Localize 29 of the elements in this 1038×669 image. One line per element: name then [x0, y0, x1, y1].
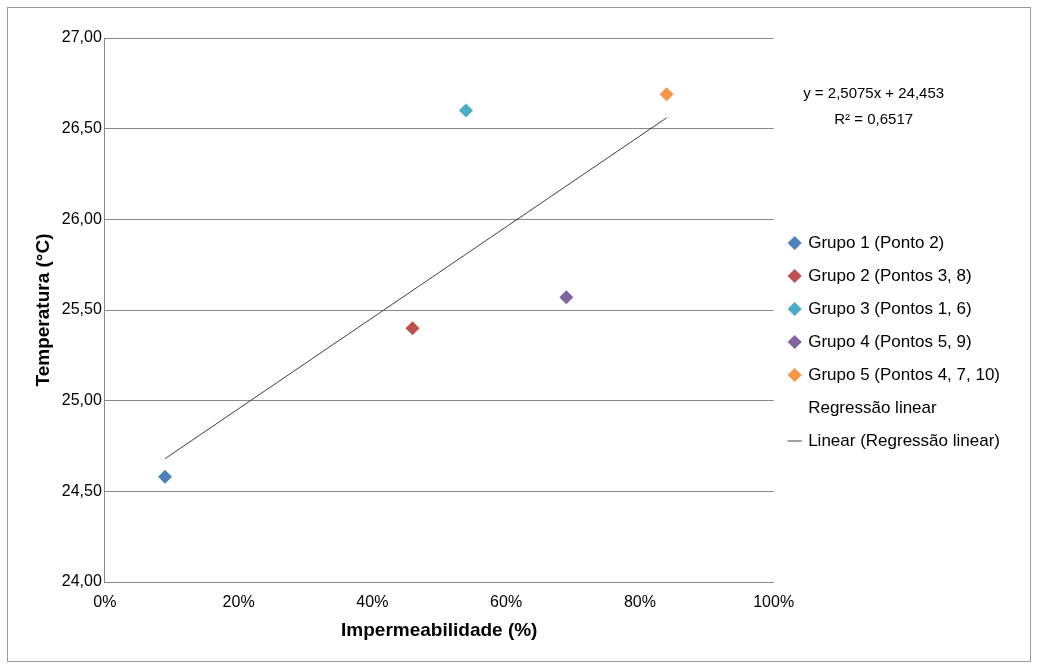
y-tick-label: 24,50 — [61, 481, 102, 499]
y-tick-label: 24,00 — [61, 572, 102, 590]
x-tick-label: 80% — [623, 593, 656, 611]
point — [559, 290, 574, 305]
point — [459, 103, 474, 118]
point — [405, 321, 420, 336]
point — [158, 469, 173, 484]
text: R² = 0,6517 — [834, 110, 914, 127]
legend-label: Linear (Regressão linear) — [808, 430, 1000, 450]
text: y = 2,5075x + 24,453 — [803, 84, 945, 101]
y-tick-label: 26,50 — [61, 119, 102, 137]
x-tick-label: 100% — [753, 593, 795, 611]
legend-label: Grupo 4 (Pontos 5, 9) — [808, 331, 972, 351]
x-tick-label: 20% — [222, 593, 255, 611]
legend-label: Grupo 2 (Pontos 3, 8) — [808, 265, 972, 285]
legend-label: Grupo 1 (Ponto 2) — [808, 232, 945, 252]
y-tick-label: 25,50 — [61, 300, 102, 318]
x-tick-label: 60% — [490, 593, 523, 611]
legend-label: Grupo 3 (Pontos 1, 6) — [808, 298, 972, 318]
y-axis-title: Temperatura (°C) — [31, 233, 53, 387]
y-tick-label: 27,00 — [61, 28, 102, 46]
y-tick-label: 26,00 — [61, 209, 102, 227]
x-axis-title: Impermeabilidade (%) — [341, 618, 538, 640]
x-tick-label: 0% — [93, 593, 117, 611]
y-tick-label: 25,00 — [61, 391, 102, 409]
text: Regressão linear — [808, 397, 938, 417]
x-tick-label: 40% — [356, 593, 389, 611]
point — [659, 87, 674, 102]
legend-label: Grupo 5 (Pontos 4, 7, 10) — [808, 364, 1001, 384]
